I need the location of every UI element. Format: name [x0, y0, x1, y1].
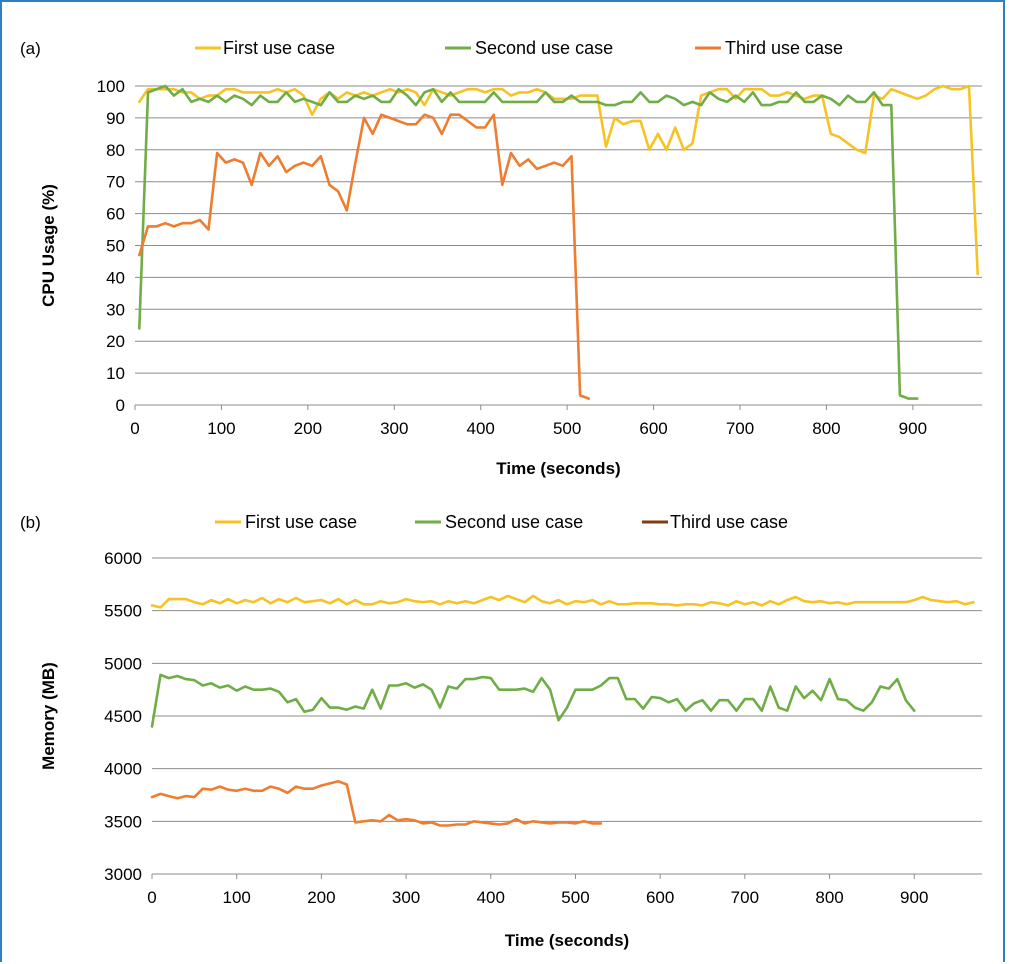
y-tick-label: 50	[106, 237, 125, 256]
x-tick-label: 100	[223, 888, 251, 907]
y-tick-label: 30	[106, 300, 125, 319]
series-line-1	[138, 84, 980, 276]
series-line-3	[138, 113, 591, 400]
x-tick-label: 800	[812, 419, 840, 438]
y-axis-title: Memory (MB)	[39, 662, 58, 770]
x-tick-label: 800	[815, 888, 843, 907]
x-tick-label: 500	[561, 888, 589, 907]
legend-label: First use case	[223, 38, 335, 58]
series-line-2	[138, 84, 919, 400]
x-tick-label: 900	[899, 419, 927, 438]
y-tick-label: 90	[106, 109, 125, 128]
y-tick-label: 5500	[104, 602, 142, 621]
legend-label: Second use case	[445, 512, 583, 532]
y-tick-label: 60	[106, 205, 125, 224]
y-axis-title: CPU Usage (%)	[39, 184, 58, 307]
x-axis-title: Time (seconds)	[505, 931, 629, 950]
x-tick-label: 300	[392, 888, 420, 907]
x-tick-label: 400	[467, 419, 495, 438]
legend-label: First use case	[245, 512, 357, 532]
x-tick-label: 700	[726, 419, 754, 438]
x-tick-label: 300	[380, 419, 408, 438]
y-tick-label: 40	[106, 268, 125, 287]
x-tick-label: 200	[294, 419, 322, 438]
series-line-2	[150, 673, 916, 728]
y-tick-label: 10	[106, 364, 125, 383]
x-tick-label: 600	[646, 888, 674, 907]
x-tick-label: 200	[307, 888, 335, 907]
y-tick-label: 4500	[104, 707, 142, 726]
chart-panel-1: (b) 3000 3500 4000 4500 5000 5500 6000 0 100 200 30…	[20, 512, 982, 950]
y-tick-label: 80	[106, 141, 125, 160]
y-tick-label: 5000	[104, 654, 142, 673]
series-line-3	[150, 779, 603, 827]
panel-label: (a)	[20, 39, 41, 58]
y-tick-label: 100	[97, 77, 125, 96]
y-tick-label: 3500	[104, 812, 142, 831]
legend-label: Third use case	[725, 38, 843, 58]
x-axis-title: Time (seconds)	[496, 459, 620, 478]
legend-label: Third use case	[670, 512, 788, 532]
y-tick-label: 70	[106, 173, 125, 192]
x-tick-label: 0	[147, 888, 156, 907]
y-tick-label: 6000	[104, 549, 142, 568]
x-tick-label: 600	[639, 419, 667, 438]
x-tick-label: 400	[477, 888, 505, 907]
y-tick-label: 3000	[104, 865, 142, 884]
x-tick-label: 700	[731, 888, 759, 907]
x-tick-label: 0	[130, 419, 139, 438]
x-tick-label: 100	[207, 419, 235, 438]
x-tick-label: 900	[900, 888, 928, 907]
y-tick-label: 20	[106, 332, 125, 351]
x-tick-label: 500	[553, 419, 581, 438]
y-tick-label: 4000	[104, 760, 142, 779]
panel-label: (b)	[20, 513, 41, 532]
series-line-1	[150, 594, 975, 609]
chart-panel-0: (a) 0 10 20 30 40 50 60 70 80 90 100 0 100 200 300 400 50…	[20, 38, 982, 478]
legend-label: Second use case	[475, 38, 613, 58]
y-tick-label: 0	[116, 396, 125, 415]
